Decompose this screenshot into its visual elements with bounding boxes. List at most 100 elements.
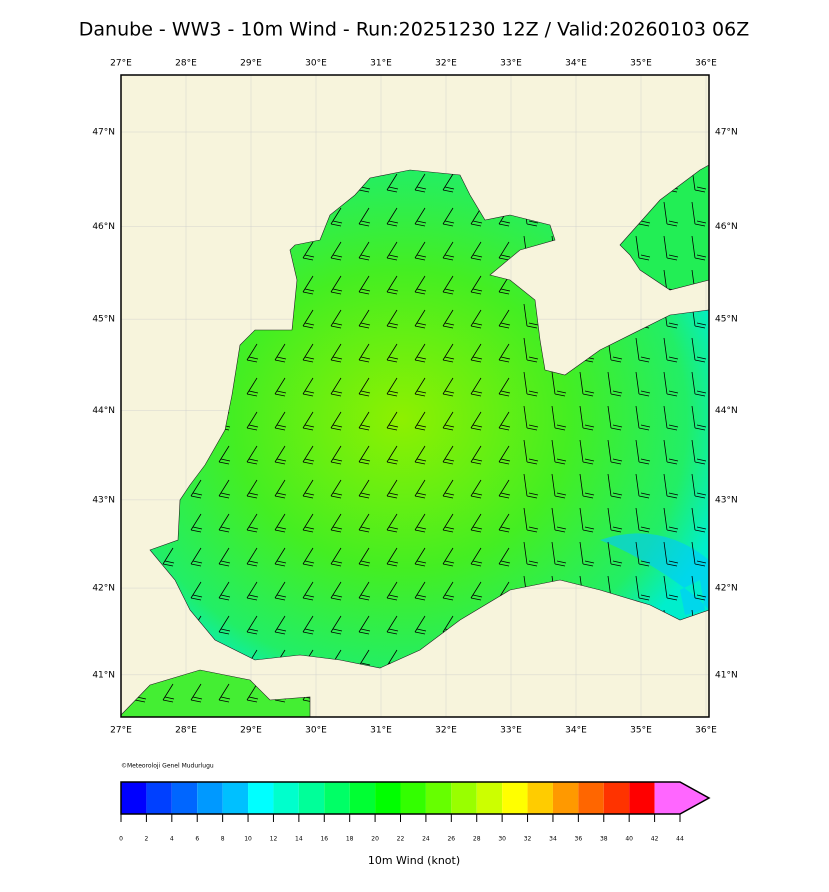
wind-barb: [218, 547, 231, 567]
wind-barb: [302, 445, 315, 465]
wind-barb: [635, 473, 651, 499]
wind-barb: [358, 207, 371, 227]
wind-barb: [218, 683, 231, 703]
colorbar-box: [222, 782, 249, 814]
colorbar-box: [298, 782, 325, 814]
wind-barb: [579, 371, 595, 397]
wind-barb: [414, 309, 427, 329]
wind-barb: [274, 411, 287, 431]
wind-barb: [470, 581, 483, 601]
colorbar-box: [248, 782, 274, 814]
wind-barb: [691, 405, 707, 431]
wind-barb: [302, 581, 315, 601]
lon-label: 31°E: [370, 59, 392, 69]
colorbar-box: [375, 782, 401, 814]
wind-barb: [442, 377, 455, 397]
lon-label: 29°E: [240, 59, 262, 69]
lon-label: 27°E: [110, 726, 132, 736]
colorbar-tick-label: 20: [371, 836, 379, 843]
colorbar-box: [400, 782, 426, 814]
colorbar-label: 10m Wind (knot): [368, 854, 460, 867]
wind-barb: [274, 377, 287, 397]
wind-barb: [523, 541, 539, 567]
wind-barb: [414, 241, 427, 261]
colorbar-tick-label: 34: [549, 836, 557, 843]
credit: ©Meteoroloji Genel Mudurlugu: [121, 763, 214, 770]
wind-barb: [218, 513, 231, 533]
colorbar-tick-label: 2: [144, 836, 148, 843]
wind-barb: [330, 309, 343, 329]
wind-barb: [246, 377, 259, 397]
wind-barb: [330, 377, 343, 397]
wind-barb: [274, 513, 287, 533]
wind-barb: [386, 377, 399, 397]
wind-barb: [330, 513, 343, 533]
wind-barb: [663, 541, 679, 567]
wind-barb: [302, 615, 315, 635]
wind-barb: [246, 445, 259, 465]
wind-barb: [218, 479, 231, 499]
lat-label: 43°N: [92, 495, 115, 505]
colorbar-box: [171, 782, 198, 814]
wind-barb: [190, 547, 203, 567]
wind-barb: [330, 445, 343, 465]
wind-barb: [635, 541, 651, 567]
wind-barb: [274, 445, 287, 465]
colorbar-box: [629, 782, 655, 814]
wind-barb: [330, 581, 343, 601]
wind-barb: [414, 445, 427, 465]
wind-barb: [470, 343, 483, 363]
wind-barb: [470, 377, 483, 397]
lon-label: 34°E: [565, 59, 587, 69]
wind-barb: [386, 241, 399, 261]
wind-barb: [579, 507, 595, 533]
colorbar-tick-label: 24: [422, 836, 430, 843]
wind-barb: [302, 547, 315, 567]
wind-barb: [386, 547, 399, 567]
colorbar-tick-label: 16: [320, 836, 328, 843]
sea: [149, 169, 710, 669]
wind-barb: [386, 479, 399, 499]
wind-barb: [302, 241, 315, 261]
colorbar-tick-label: 6: [195, 836, 199, 843]
wind-barb: [414, 377, 427, 397]
wind-barb: [386, 513, 399, 533]
colorbar-tick-label: 8: [221, 836, 225, 843]
wind-barb: [386, 275, 399, 295]
wind-barb: [246, 581, 259, 601]
wind-barb: [386, 445, 399, 465]
wind-barb: [330, 343, 343, 363]
wind-barb: [663, 201, 679, 227]
wind-barb: [358, 411, 371, 431]
lat-label: 42°N: [715, 584, 738, 594]
wind-barb: [358, 445, 371, 465]
colorbar-tick-label: 4: [170, 836, 174, 843]
wind-barb: [246, 411, 259, 431]
wind-barb: [498, 547, 511, 567]
colorbar-box: [578, 782, 604, 814]
wind-barb: [470, 275, 483, 295]
wind-barb: [470, 207, 483, 227]
wind-barb: [414, 581, 427, 601]
colorbar-tick-label: 32: [524, 836, 532, 843]
wind-barb: [218, 615, 231, 635]
wind-barb: [246, 479, 259, 499]
colorbar-box: [552, 782, 579, 814]
wind-barb: [330, 207, 343, 227]
colorbar-tick-label: 10: [244, 836, 252, 843]
lon-label: 30°E: [305, 726, 327, 736]
wind-barb: [414, 343, 427, 363]
wind-barb: [470, 241, 483, 261]
lat-label: 46°N: [715, 222, 738, 232]
colorbar-tick-label: 28: [473, 836, 481, 843]
wind-barb: [386, 309, 399, 329]
wind-barb: [691, 371, 707, 397]
wind-barb: [691, 473, 707, 499]
wind-barb: [162, 547, 175, 567]
low-wind-area: [600, 533, 709, 615]
wind-barb: [663, 371, 679, 397]
wind-barb: [302, 513, 315, 533]
wind-barb: [635, 371, 651, 397]
wind-barb: [358, 513, 371, 533]
